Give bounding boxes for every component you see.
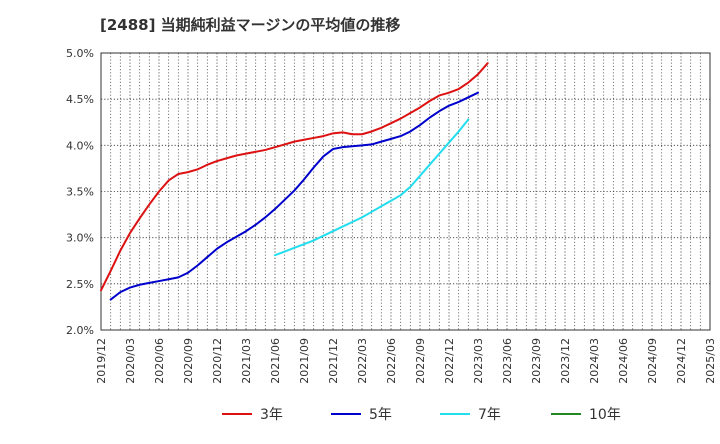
legend-label: 10年	[589, 407, 621, 423]
x-tick-label: 2024/03	[588, 338, 601, 384]
legend-label: 7年	[478, 407, 501, 423]
x-tick-label: 2021/09	[298, 338, 311, 384]
x-tick-label: 2021/06	[269, 338, 282, 384]
x-tick-label: 2021/12	[327, 338, 340, 384]
x-tick-label: 2021/03	[240, 338, 253, 384]
x-tick-label: 2020/12	[211, 338, 224, 384]
x-tick-label: 2022/09	[414, 338, 427, 384]
x-tick-label: 2024/09	[646, 338, 659, 384]
x-tick-label: 2022/03	[356, 338, 369, 384]
y-tick-label: 3.0%	[66, 232, 94, 245]
x-tick-label: 2020/03	[124, 338, 137, 384]
x-tick-label: 2023/12	[559, 338, 572, 384]
x-tick-label: 2020/06	[153, 338, 166, 384]
x-tick-label: 2022/12	[443, 338, 456, 384]
x-tick-label: 2023/06	[501, 338, 514, 384]
series-line	[274, 118, 470, 257]
y-tick-label: 2.5%	[66, 278, 94, 291]
x-tick-label: 2025/03	[704, 338, 717, 384]
y-tick-label: 2.0%	[66, 324, 94, 337]
x-tick-label: 2024/06	[617, 338, 630, 384]
x-tick-label: 2024/12	[675, 338, 688, 384]
legend-label: 5年	[369, 407, 392, 423]
y-tick-label: 5.0%	[66, 47, 94, 60]
legend-label: 3年	[260, 407, 283, 423]
x-tick-label: 2020/09	[182, 338, 195, 384]
y-tick-label: 3.5%	[66, 186, 94, 199]
x-tick-label: 2023/03	[472, 338, 485, 384]
y-tick-label: 4.5%	[66, 93, 94, 106]
plot-frame	[100, 52, 711, 331]
x-tick-label: 2022/06	[385, 338, 398, 384]
y-tick-label: 4.0%	[66, 139, 94, 152]
series-line	[100, 62, 489, 292]
x-tick-label: 2019/12	[95, 338, 108, 384]
x-tick-label: 2023/09	[530, 338, 543, 384]
series-line	[109, 91, 479, 301]
chart-title: [2488] 当期純利益マージンの平均値の推移	[100, 16, 401, 34]
